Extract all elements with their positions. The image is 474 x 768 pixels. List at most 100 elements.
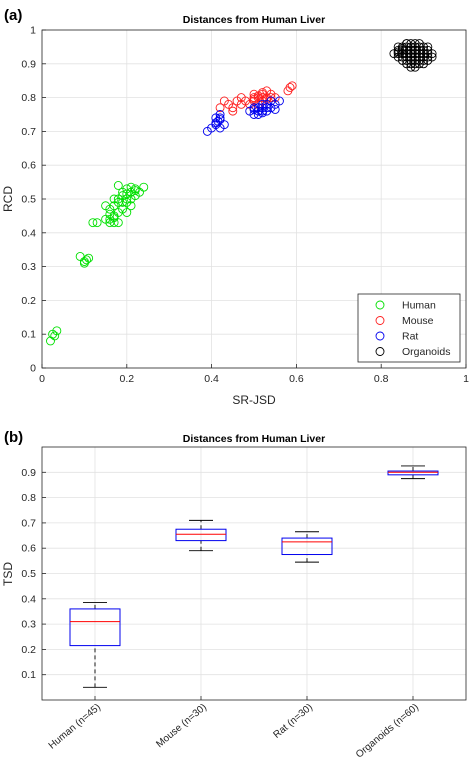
scatter-x-tick-label: 0.8 — [374, 373, 389, 385]
data-point-human — [122, 197, 132, 207]
data-point-human — [109, 218, 119, 228]
data-point-rat — [249, 104, 259, 114]
scatter-y-ticks: 0 0.1 0.2 0.3 0.4 0.5 0.6 0.7 0.8 0.9 1 — [21, 25, 46, 375]
panel-b-label: (b) — [4, 429, 23, 446]
legend-marker — [375, 316, 385, 325]
scatter-x-tick-label: 0.6 — [289, 373, 304, 385]
scatter-y-tick-label: 0.2 — [21, 295, 36, 307]
box-item — [387, 465, 439, 480]
data-point-human — [105, 218, 115, 228]
scatter-y-tick-label: 0.9 — [21, 58, 36, 70]
data-point-human — [122, 189, 132, 199]
box-x-tick-label: Organoids (n=60) — [354, 702, 421, 761]
data-point-organoids — [419, 55, 429, 65]
data-point-mouse — [215, 103, 225, 113]
scatter-x-ticks: 0 0.2 0.4 0.6 0.8 1 — [39, 364, 469, 385]
data-point-human — [52, 326, 62, 336]
box-y-tick-label: 0.6 — [21, 543, 36, 555]
scatter-y-axis-label: RCD — [1, 186, 15, 212]
box-item — [69, 602, 121, 688]
scatter-points — [46, 39, 437, 346]
legend-marker — [375, 347, 385, 356]
box-items — [69, 465, 439, 688]
box-y-tick-label: 0.3 — [21, 619, 36, 631]
box-x-tick-label: Mouse (n=30) — [154, 702, 209, 750]
scatter-x-axis-label: SR-JSD — [232, 393, 276, 407]
box-y-axis-label: TSD — [1, 562, 15, 586]
data-point-organoids — [393, 42, 403, 52]
scatter-x-tick-label: 0.2 — [119, 373, 134, 385]
scatter-y-tick-label: 0 — [30, 363, 36, 375]
box-item — [175, 519, 227, 552]
data-point-mouse — [258, 93, 267, 103]
data-point-organoids — [410, 45, 420, 55]
scatter-chart: Distances from Human Liver 0 0.2 0.4 0.6 0.8… — [1, 14, 469, 407]
box-x-ticks: Human (n=45) Mouse (n=30) Rat (n=30) Organo… — [47, 696, 421, 761]
data-point-human — [139, 182, 149, 192]
box-y-tick-label: 0.8 — [21, 492, 36, 504]
box-x-tick-label: Human (n=45) — [47, 702, 103, 752]
data-point-human — [82, 255, 91, 265]
box-y-tick-label: 0.1 — [21, 669, 36, 681]
data-point-human — [109, 201, 119, 211]
data-point-mouse — [287, 81, 297, 91]
data-point-rat — [266, 103, 276, 113]
scatter-x-tick-label: 0.4 — [204, 373, 219, 385]
data-point-organoids — [427, 49, 437, 59]
box-iqr — [175, 528, 227, 542]
data-point-organoids — [414, 39, 424, 48]
series-human — [46, 181, 149, 346]
data-point-rat — [215, 115, 225, 125]
legend-label: Mouse — [402, 315, 434, 327]
data-point-rat — [253, 106, 263, 116]
box-item — [281, 531, 333, 563]
box-title: Distances from Human Liver — [183, 433, 325, 445]
data-point-human — [92, 218, 102, 228]
data-point-mouse — [228, 103, 238, 113]
data-point-rat — [215, 110, 225, 119]
scatter-y-tick-label: 0.6 — [21, 160, 36, 172]
scatter-title: Distances from Human Liver — [183, 14, 325, 26]
data-point-rat — [274, 96, 284, 106]
scatter-y-tick-label: 0.3 — [21, 261, 36, 273]
data-point-organoids — [402, 39, 412, 48]
data-point-human — [118, 187, 128, 197]
data-point-organoids — [410, 62, 420, 72]
box-chart: Distances from Human Liver 0.10.20.30.40… — [1, 433, 467, 761]
scatter-x-tick-label: 1 — [463, 373, 469, 385]
scatter-x-tick-label: 0 — [39, 373, 45, 385]
legend-label: Human — [402, 300, 436, 312]
data-point-human — [122, 208, 132, 217]
scatter-y-tick-label: 0.4 — [21, 227, 36, 239]
box-y-tick-label: 0.4 — [21, 593, 36, 605]
box-x-tick-label: Rat (n=30) — [271, 702, 314, 741]
scatter-y-tick-label: 0.8 — [21, 92, 36, 104]
data-point-mouse — [236, 99, 246, 109]
box-y-ticks: 0.1 0.2 0.3 0.4 0.5 0.6 0.7 0.8 0.9 — [21, 467, 46, 681]
legend-label: Rat — [402, 331, 418, 343]
data-point-human — [50, 331, 60, 341]
box-iqr — [281, 537, 333, 556]
box-iqr — [387, 470, 439, 476]
box-y-tick-label: 0.9 — [21, 467, 36, 479]
data-point-organoids — [406, 39, 416, 48]
legend-label: Organoids — [402, 346, 450, 358]
scatter-legend: Human Mouse Rat Organoids — [357, 293, 461, 363]
data-point-rat — [258, 99, 267, 109]
data-point-rat — [270, 104, 280, 114]
box-iqr — [69, 608, 121, 647]
data-point-human — [88, 218, 98, 228]
series-mouse — [215, 81, 297, 116]
data-point-organoids — [402, 45, 412, 55]
data-point-mouse — [266, 93, 276, 103]
box-y-tick-label: 0.5 — [21, 568, 36, 580]
scatter-y-tick-label: 0.7 — [21, 126, 36, 138]
data-point-mouse — [228, 106, 238, 116]
legend-marker — [375, 300, 385, 310]
data-point-organoids — [427, 52, 437, 62]
data-point-human — [126, 182, 136, 192]
series-organoids — [389, 39, 437, 72]
data-point-organoids — [423, 42, 433, 52]
data-point-human — [113, 194, 123, 204]
